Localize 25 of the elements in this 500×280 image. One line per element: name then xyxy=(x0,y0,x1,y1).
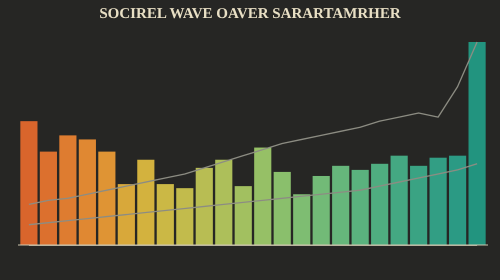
bar xyxy=(468,42,486,245)
bar xyxy=(176,188,194,245)
bar xyxy=(352,170,369,245)
bar xyxy=(98,152,116,245)
bar xyxy=(293,194,310,245)
bar xyxy=(410,166,428,245)
bar xyxy=(40,152,57,245)
bar xyxy=(234,186,252,245)
bar xyxy=(196,168,213,245)
bar xyxy=(274,172,291,245)
bar xyxy=(332,166,350,245)
bar xyxy=(312,176,330,245)
bar xyxy=(59,135,76,245)
bar xyxy=(118,184,135,245)
bar xyxy=(371,164,388,245)
bar xyxy=(156,184,174,245)
chart-title: SOCIREL WAVE OAVER SARARTAMRHER xyxy=(99,6,401,22)
bar xyxy=(78,139,96,245)
bar xyxy=(20,121,38,245)
bar xyxy=(254,148,272,245)
bar xyxy=(449,156,466,245)
bar xyxy=(215,160,232,245)
bar xyxy=(137,160,154,245)
bar xyxy=(390,156,408,245)
bar xyxy=(430,158,447,245)
